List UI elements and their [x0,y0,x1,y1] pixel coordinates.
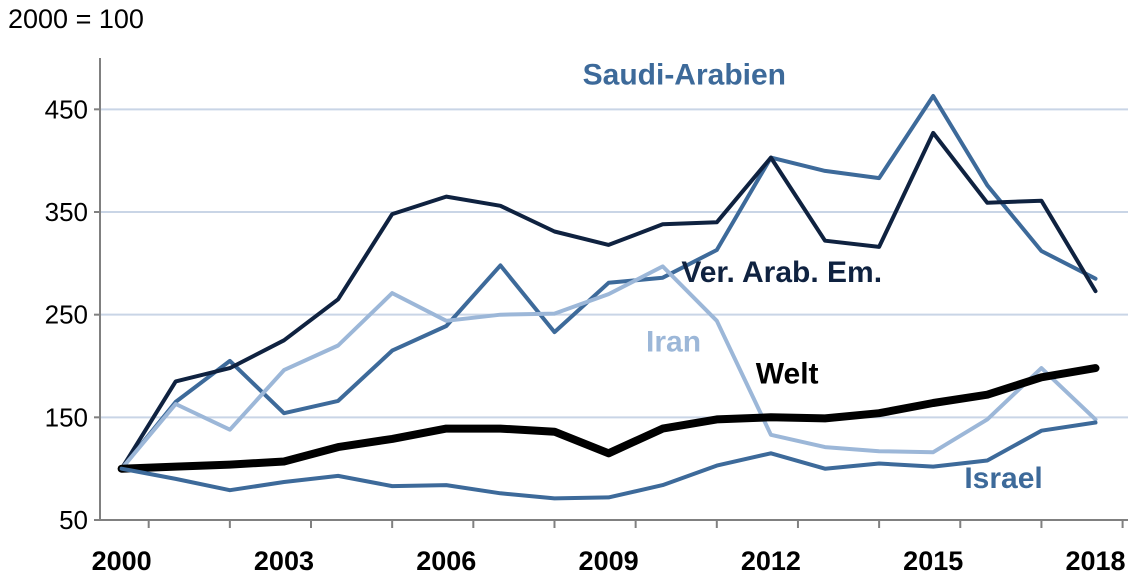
x-tick-label: 2009 [579,546,639,576]
y-unit-label: 2000 = 100 [8,4,144,34]
grid-lines [100,108,1128,419]
y-tick-label: 250 [45,300,88,330]
x-tick-label: 2003 [254,546,314,576]
series-line-iran [119,264,1098,471]
y-tick-label: 150 [45,402,88,432]
series-line-ver-arab-em- [119,130,1098,471]
x-tick-label: 2012 [741,546,801,576]
y-tick-label: 50 [59,505,88,535]
series-line-saudi-arabien [119,94,1098,471]
x-tick-label: 2000 [92,546,152,576]
series-label-israel: Israel [964,462,1042,495]
series-line-israel [119,420,1098,501]
series-label-iran: Iran [646,326,701,359]
series-labels: Saudi-Arabien Ver. Arab. Em. Iran Welt Israe… [583,59,1043,495]
series-lines [117,94,1100,501]
series-line-welt [117,364,1100,473]
x-tick-label: 2015 [903,546,963,576]
series-label-welt: Welt [756,357,819,390]
series-label-ver-arab-em-: Ver. Arab. Em. [681,256,882,289]
x-tick-label: 2018 [1065,546,1125,576]
y-tick-label: 450 [45,94,88,124]
y-tick-label: 350 [45,197,88,227]
x-tick-label: 2006 [416,546,476,576]
axes: 50 150 250 350 450 2000 2003 2006 2009 2012 2015 20… [45,58,1128,576]
series-label-saudi-arabien: Saudi-Arabien [583,59,786,92]
